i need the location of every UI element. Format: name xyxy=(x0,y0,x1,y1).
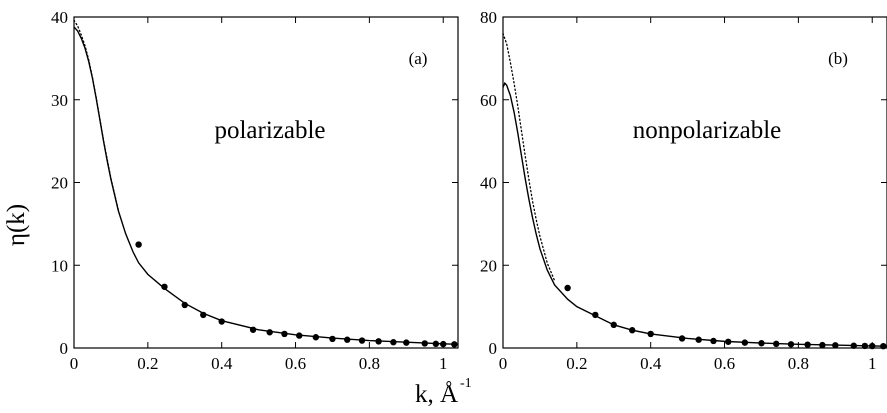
data-point-a-6 xyxy=(266,329,273,336)
plot-frame-a xyxy=(73,16,459,349)
x-tick-label-b-4: 0.8 xyxy=(788,354,809,373)
data-point-a-17 xyxy=(432,340,440,348)
data-point-b-13 xyxy=(804,341,811,348)
data-point-b-18 xyxy=(869,342,876,350)
dotted-curve-b xyxy=(502,32,556,282)
data-point-a-16 xyxy=(421,340,428,347)
data-point-a-7 xyxy=(281,330,288,338)
data-point-b-8 xyxy=(725,338,732,345)
panel-tag-b: (b) xyxy=(828,49,848,68)
data-point-a-9 xyxy=(312,334,320,341)
data-point-b-0 xyxy=(564,284,571,292)
y-tick-label-b-3: 60 xyxy=(480,91,497,110)
data-point-b-11 xyxy=(773,340,780,348)
y-tick-label-a-3: 30 xyxy=(51,91,68,110)
data-point-b-16 xyxy=(850,342,857,349)
data-point-b-1 xyxy=(592,311,599,319)
x-tick-label-b-3: 0.6 xyxy=(714,354,735,373)
y-tick-label-b-2: 40 xyxy=(480,174,497,193)
data-point-a-19 xyxy=(451,341,458,348)
data-point-b-9 xyxy=(741,339,749,346)
data-point-b-12 xyxy=(787,341,795,348)
y-tick-label-b-4: 80 xyxy=(480,8,497,27)
data-point-a-1 xyxy=(161,283,168,290)
x-axis-label: k, Å xyxy=(415,381,458,408)
x-axis-label-text: k, Å xyxy=(415,381,458,408)
dotted-curve-a xyxy=(73,19,119,211)
data-point-b-3 xyxy=(629,327,636,334)
data-point-b-17 xyxy=(861,342,869,350)
x-tick-label-a-5: 1 xyxy=(439,354,448,373)
y-tick-label-a-1: 10 xyxy=(51,256,68,275)
data-point-b-4 xyxy=(647,330,654,338)
inset-label-b: nonpolarizable xyxy=(633,117,782,144)
y-tick-label-b-0: 0 xyxy=(489,339,498,358)
panel-b: 0 0.2 0.4 0.6 0.8 1 0 20 40 60 80 (b) nonpolarizable xyxy=(480,8,887,373)
data-point-a-8 xyxy=(296,332,303,339)
data-point-a-0 xyxy=(135,241,142,248)
y-tick-label-b-1: 20 xyxy=(480,256,497,275)
data-point-b-10 xyxy=(758,340,765,347)
data-point-a-10 xyxy=(329,335,336,343)
panel-tag-a: (a) xyxy=(409,49,428,68)
y-axis-label-group: η(k) xyxy=(3,204,30,246)
data-point-a-5 xyxy=(249,326,257,333)
y-tick-label-a-2: 20 xyxy=(51,174,68,193)
data-point-a-4 xyxy=(218,318,225,325)
data-point-b-14 xyxy=(819,341,826,349)
x-tick-label-a-3: 0.6 xyxy=(285,354,306,373)
data-point-a-3 xyxy=(200,311,207,319)
data-point-b-7 xyxy=(710,337,717,345)
data-point-a-18 xyxy=(440,340,447,348)
x-tick-label-b-1: 0.2 xyxy=(566,354,587,373)
data-point-a-13 xyxy=(375,338,382,345)
x-axis-label-superscript: -1 xyxy=(460,376,472,391)
data-point-b-2 xyxy=(610,321,617,329)
data-point-a-2 xyxy=(181,301,188,309)
data-point-b-5 xyxy=(678,335,686,342)
y-axis-label: η(k) xyxy=(3,204,30,246)
y-tick-label-a-4: 40 xyxy=(51,8,68,27)
x-tick-label-b-2: 0.4 xyxy=(640,354,662,373)
data-point-a-14 xyxy=(390,339,397,346)
solid-curve-b xyxy=(502,81,887,347)
solid-curve-a xyxy=(73,26,459,345)
x-tick-label-b-0: 0 xyxy=(499,354,508,373)
data-point-a-11 xyxy=(344,336,351,343)
x-tick-label-a-1: 0.2 xyxy=(137,354,158,373)
x-tick-label-a-0: 0 xyxy=(70,354,79,373)
x-tick-label-a-4: 0.8 xyxy=(359,354,380,373)
data-point-b-6 xyxy=(695,336,702,343)
data-point-b-19 xyxy=(880,342,887,350)
inset-label-a: polarizable xyxy=(214,117,325,144)
y-tick-label-a-0: 0 xyxy=(60,339,69,358)
data-point-a-12 xyxy=(358,337,366,344)
x-tick-label-b-5: 1 xyxy=(868,354,877,373)
data-point-a-15 xyxy=(403,339,410,346)
data-point-b-15 xyxy=(832,342,839,349)
x-tick-label-a-2: 0.4 xyxy=(211,354,233,373)
